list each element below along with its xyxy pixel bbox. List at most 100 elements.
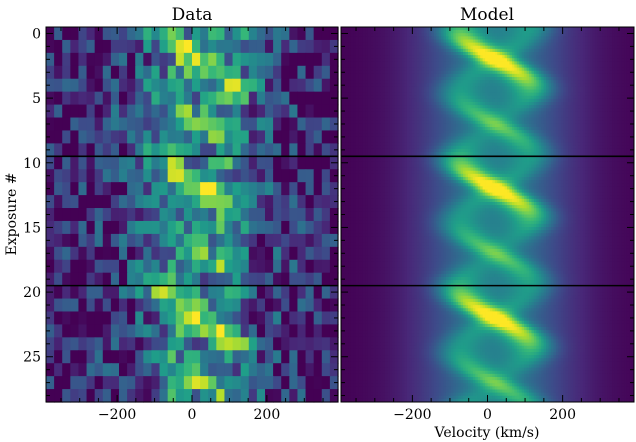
heatmap-cell	[62, 272, 71, 287]
heatmap-cell	[399, 48, 403, 53]
heatmap-cell	[612, 42, 615, 47]
heatmap-cell	[102, 246, 112, 261]
heatmap-cell	[321, 208, 331, 222]
heatmap-cell	[504, 33, 508, 37]
heatmap-cell	[273, 27, 282, 41]
heatmap-cell	[619, 30, 623, 34]
heatmap-cell	[119, 117, 128, 132]
heatmap-cell	[521, 42, 525, 47]
heatmap-cell	[143, 52, 153, 67]
heatmap-cell	[46, 324, 55, 338]
heatmap-cell	[516, 45, 520, 50]
heatmap-cell	[313, 350, 323, 364]
heatmap-cell	[265, 143, 274, 157]
heatmap-cell	[470, 30, 474, 34]
heatmap-cell	[480, 45, 484, 50]
heatmap-cell	[504, 39, 508, 44]
heatmap-cell	[70, 350, 80, 364]
heatmap-cell	[394, 45, 398, 50]
heatmap-cell	[297, 195, 307, 209]
heatmap-cell	[46, 78, 55, 93]
heatmap-cell	[353, 30, 357, 34]
heatmap-cell	[289, 337, 299, 351]
heatmap-cell	[355, 30, 359, 34]
heatmap-cell	[397, 27, 401, 31]
heatmap-cell	[406, 45, 410, 50]
heatmap-cell	[526, 45, 530, 50]
heatmap-cell	[94, 130, 104, 144]
heatmap-cell	[46, 272, 55, 287]
heatmap-cell	[240, 233, 250, 248]
heatmap-cell	[372, 27, 376, 31]
heatmap-cell	[86, 52, 96, 67]
heatmap-cell	[78, 233, 88, 248]
heatmap-cell	[580, 33, 584, 37]
heatmap-cell	[365, 36, 369, 41]
heatmap-cell	[487, 45, 491, 50]
heatmap-cell	[143, 78, 153, 93]
heatmap-cell	[54, 220, 63, 235]
heatmap-cell	[256, 259, 266, 274]
heatmap-cell	[485, 48, 488, 53]
heatmap-cell	[143, 208, 153, 222]
heatmap-cell	[86, 285, 96, 300]
heatmap-cell	[494, 39, 498, 44]
heatmap-cell	[538, 30, 542, 34]
heatmap-cell	[538, 36, 542, 41]
heatmap-cell	[384, 42, 388, 47]
heatmap-cell	[183, 104, 193, 119]
heatmap-cell	[460, 39, 464, 44]
heatmap-cell	[175, 311, 185, 326]
heatmap-cell	[563, 33, 567, 37]
heatmap-cell	[384, 48, 388, 53]
heatmap-cell	[62, 208, 71, 222]
heatmap-cell	[321, 324, 331, 338]
heatmap-cell	[208, 156, 217, 170]
heatmap-cell	[289, 220, 299, 235]
heatmap-cell	[507, 30, 510, 34]
heatmap-cell	[192, 324, 201, 338]
heatmap-cell	[599, 30, 603, 34]
heatmap-cell	[256, 27, 266, 41]
heatmap-cell	[224, 156, 234, 170]
heatmap-cell	[546, 42, 550, 47]
heatmap-cell	[380, 30, 384, 34]
heatmap-cell	[365, 39, 369, 44]
heatmap-cell	[62, 220, 71, 235]
heatmap-cell	[265, 52, 274, 67]
heatmap-cell	[419, 39, 423, 44]
heatmap-cell	[497, 42, 501, 47]
heatmap-cell	[135, 52, 144, 67]
heatmap-cell	[341, 39, 344, 44]
heatmap-cell	[470, 39, 474, 44]
heatmap-cell	[54, 246, 63, 261]
heatmap-cell	[428, 27, 432, 31]
heatmap-data	[46, 27, 339, 403]
heatmap-cell	[192, 208, 201, 222]
heatmap-cell	[127, 117, 136, 132]
heatmap-cell	[365, 27, 369, 31]
heatmap-cell	[619, 42, 623, 47]
heatmap-cell	[119, 376, 128, 390]
heatmap-cell	[397, 45, 401, 50]
heatmap-cell	[208, 169, 217, 183]
heatmap-cell	[399, 36, 403, 41]
heatmap-cell	[54, 298, 63, 313]
heatmap-cell	[511, 36, 515, 41]
heatmap-cell	[94, 272, 104, 287]
heatmap-cell	[543, 36, 547, 41]
heatmap-cell	[375, 30, 379, 34]
heatmap-cell	[240, 117, 250, 132]
heatmap-cell	[256, 220, 266, 235]
heatmap-cell	[143, 104, 153, 119]
heatmap-cell	[159, 195, 169, 209]
heatmap-cell	[94, 27, 104, 41]
heatmap-cell	[516, 33, 520, 37]
heatmap-cell	[482, 39, 486, 44]
heatmap-cell	[183, 52, 193, 67]
heatmap-cell	[256, 143, 266, 157]
heatmap-cell	[62, 298, 71, 313]
heatmap-cell	[224, 311, 234, 326]
heatmap-cell	[421, 30, 425, 34]
heatmap-cell	[602, 30, 606, 34]
